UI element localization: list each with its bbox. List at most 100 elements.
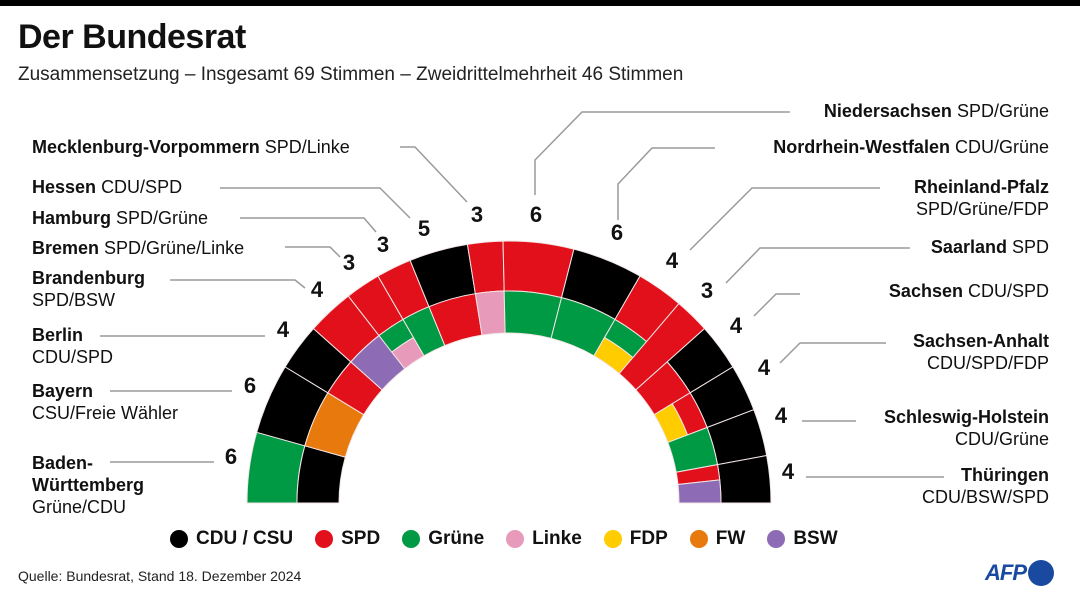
leader-lines [100,111,944,478]
chart-title: Der Bundesrat [18,18,246,56]
legend-item-linke: Linke [506,528,582,550]
state-name: Mecklenburg-Vorpommern [32,137,260,157]
state-name: Saarland [930,237,1007,257]
vote-count-berlin: 4 [277,317,290,342]
state-name: Niedersachsen [823,101,952,121]
legend-dot [689,530,708,548]
state-name: Bremen [32,238,100,258]
state-coalition: Grüne/CDU [32,497,127,517]
legend-label: CDU / CSU [196,528,294,549]
legend-dot [315,530,334,548]
legend-item-fw: FW [689,528,745,550]
legend-item-bsw: BSW [767,528,838,550]
vote-count-schleswig-holstein: 4 [775,403,788,428]
state-name: Nordrhein-Westfalen [773,137,950,157]
state-label-nordrhein-westfalen: Nordrhein-Westfalen CDU/Grüne [773,136,1049,158]
state-label-baden-württemberg: Baden- Württemberg Grüne/CDU [32,452,144,518]
state-coalition: CDU/Grüne [954,429,1049,449]
state-name: Thüringen [961,465,1049,485]
state-name: Rheinland-Pfalz [913,177,1049,197]
leader-line-bremen [285,246,341,258]
state-coalition: CDU/SPD/FDP [926,353,1049,373]
state-name: Hessen [32,177,97,197]
state-label-brandenburg: Brandenburg SPD/BSW [32,267,145,311]
state-label-mecklenburg-vorpommern: Mecklenburg-Vorpommern SPD/Linke [32,136,350,158]
legend-dot [506,530,525,548]
state-coalition: SPD [1011,237,1049,257]
vote-count-brandenburg: 4 [311,277,324,302]
afp-logo-dot [1028,560,1054,586]
legend-dot [767,530,786,548]
state-label-berlin: Berlin CDU/SPD [32,324,113,368]
vote-count-sachsen: 4 [730,313,743,338]
vote-count-bremen: 3 [343,250,355,275]
leader-line-niedersachsen [534,111,790,195]
legend-item-spd: SPD [315,528,380,550]
state-label-saarland: Saarland SPD [931,236,1049,258]
vote-count-thüringen: 4 [782,459,795,484]
legend-item-fdp: FDP [603,528,668,550]
leader-line-rheinland-pfalz [689,187,880,251]
state-coalition: CDU/BSW/SPD [921,487,1049,507]
state-coalition: SPD/Grüne [956,101,1049,121]
state-label-hamburg: Hamburg SPD/Grüne [32,207,208,229]
afp-logo-text: AFP [985,560,1027,585]
leader-line-brandenburg [170,279,306,289]
state-label-niedersachsen: Niedersachsen SPD/Grüne [824,100,1049,122]
vote-count-hessen: 5 [418,216,430,241]
state-label-rheinland-pfalz: Rheinland-Pfalz SPD/Grüne/FDP [914,176,1049,220]
state-name: Baden- Württemberg [32,453,144,495]
state-name: Brandenburg [32,268,146,288]
state-coalition: SPD/Linke [264,137,350,157]
chart-subtitle: Zusammensetzung – Insgesamt 69 Stimmen –… [18,64,684,85]
state-coalition: CDU/SPD [101,177,183,197]
top-bar [0,0,1080,6]
legend: CDU / CSU SPD Grüne Linke FDP FW BSW [170,528,860,550]
vote-count-bayern: 6 [244,373,256,398]
leader-line-sachsen [753,293,800,317]
legend-dot [603,530,622,548]
state-coalition: CDU/Grüne [954,137,1049,157]
state-label-schleswig-holstein: Schleswig-Holstein CDU/Grüne [884,406,1049,450]
state-name: Sachsen-Anhalt [912,331,1049,351]
leader-line-mecklenburg-vorpommern [400,146,468,203]
leader-line-sachsen-anhalt [779,342,886,364]
state-label-bayern: Bayern CSU/Freie Wähler [32,380,178,424]
state-coalition: CDU/SPD [967,281,1049,301]
state-label-bremen: Bremen SPD/Grüne/Linke [32,237,244,259]
vote-count-niedersachsen: 6 [530,202,542,227]
state-coalition: SPD/Grüne/Linke [104,238,245,258]
state-coalition: SPD/Grüne/FDP [915,199,1049,219]
state-name: Schleswig-Holstein [883,407,1049,427]
legend-dot [402,530,421,548]
vote-count-rheinland-pfalz: 4 [666,248,679,273]
seat-arc-outer-thüringen [716,454,772,504]
vote-count-sachsen-anhalt: 4 [758,355,771,380]
source-note: Quelle: Bundesrat, Stand 18. Dezember 20… [18,568,302,584]
leader-line-hessen [220,187,411,219]
state-label-thüringen: Thüringen CDU/BSW/SPD [922,464,1049,508]
legend-label: Grüne [428,528,485,549]
state-coalition: SPD/Grüne [116,208,209,228]
vote-count-saarland: 3 [701,278,713,303]
state-label-sachsen: Sachsen CDU/SPD [889,280,1049,302]
vote-count-baden-württemberg: 6 [225,444,237,469]
leader-line-hamburg [240,217,377,233]
legend-item-cdu-csu: CDU / CSU [170,528,293,550]
afp-logo: AFP [985,560,1054,586]
vote-count-nordrhein-westfalen: 6 [611,220,623,245]
vote-count-mecklenburg-vorpommern: 3 [471,202,483,227]
state-coalition: CDU/SPD [32,347,114,367]
legend-label: SPD [341,528,381,549]
legend-label: FDP [629,528,668,549]
seat-arc-inner-thüringen-2 [677,479,722,504]
vote-count-hamburg: 3 [377,232,389,257]
state-coalition: CSU/Freie Wähler [32,403,179,423]
state-coalition: SPD/BSW [32,290,116,310]
legend-label: Linke [532,528,582,549]
state-name: Sachsen [888,281,963,301]
state-name: Hamburg [32,208,112,228]
legend-item-grüne: Grüne [402,528,484,550]
